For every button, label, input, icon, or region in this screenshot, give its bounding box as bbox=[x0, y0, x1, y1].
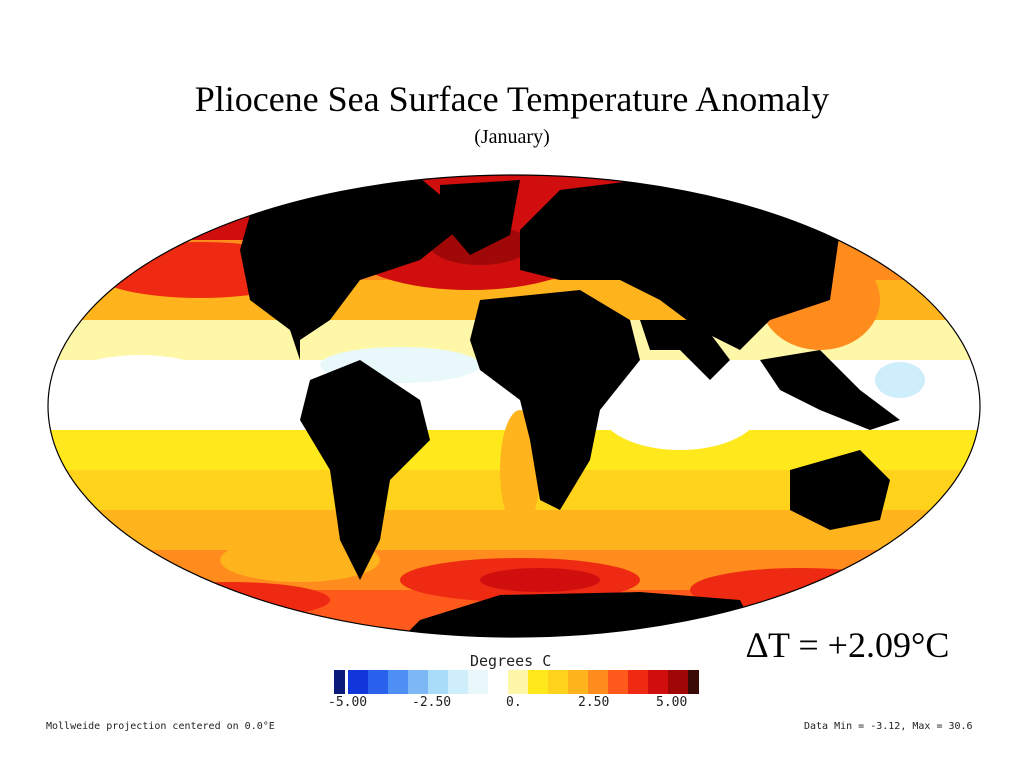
color-scale-swatch bbox=[488, 670, 508, 694]
color-scale-swatch bbox=[608, 670, 628, 694]
color-scale-swatch bbox=[628, 670, 648, 694]
color-scale-swatch bbox=[588, 670, 608, 694]
color-scale-swatch bbox=[448, 670, 468, 694]
global-mean-anomaly: ∆T = +2.09°C bbox=[746, 625, 950, 665]
color-scale-swatch bbox=[648, 670, 668, 694]
color-scale-swatch bbox=[508, 670, 528, 694]
chart-subtitle: (January) bbox=[474, 126, 550, 148]
legend-tick: -2.50 bbox=[412, 695, 452, 710]
color-scale-swatch bbox=[568, 670, 588, 694]
color-scale-swatch bbox=[428, 670, 448, 694]
legend-title: Degrees C bbox=[470, 652, 552, 670]
color-scale-swatch bbox=[348, 670, 368, 694]
color-scale-swatch bbox=[548, 670, 568, 694]
ocean-anomaly-field bbox=[48, 175, 980, 637]
color-scale-swatch bbox=[668, 670, 688, 694]
color-scale-swatch bbox=[368, 670, 388, 694]
color-scale-swatch bbox=[468, 670, 488, 694]
color-scale-swatch bbox=[528, 670, 548, 694]
color-scale-swatch bbox=[334, 670, 345, 694]
color-scale-swatch bbox=[688, 670, 699, 694]
legend-tick: 5.00 bbox=[656, 695, 688, 710]
data-range-note: Data Min = -3.12, Max = 30.6 bbox=[804, 721, 973, 732]
projection-note: Mollweide projection centered on 0.0°E bbox=[46, 721, 275, 732]
color-scale-bar bbox=[334, 670, 702, 694]
globe-outline bbox=[47, 174, 981, 638]
color-scale-swatch bbox=[408, 670, 428, 694]
chart-title: Pliocene Sea Surface Temperature Anomaly bbox=[194, 79, 830, 119]
color-scale-swatch bbox=[388, 670, 408, 694]
legend-tick: 2.50 bbox=[578, 695, 610, 710]
landmasses bbox=[240, 178, 900, 637]
legend-tick: 0. bbox=[506, 695, 522, 710]
legend-tick: -5.00 bbox=[328, 695, 368, 710]
